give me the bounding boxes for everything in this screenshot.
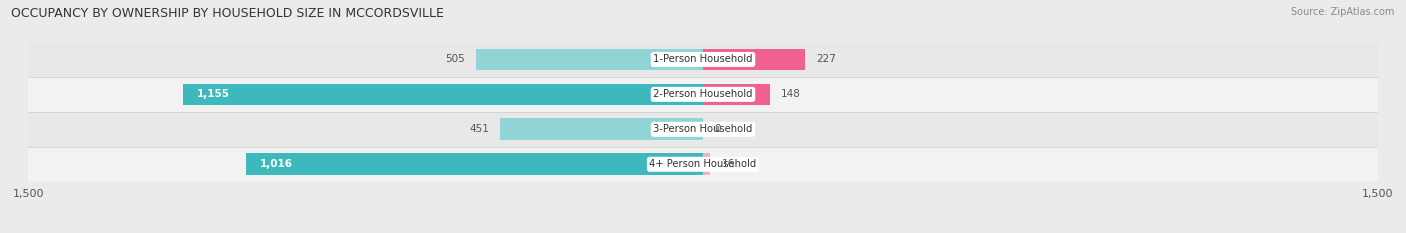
Text: OCCUPANCY BY OWNERSHIP BY HOUSEHOLD SIZE IN MCCORDSVILLE: OCCUPANCY BY OWNERSHIP BY HOUSEHOLD SIZE…: [11, 7, 444, 20]
Text: 3-Person Household: 3-Person Household: [654, 124, 752, 134]
Text: Source: ZipAtlas.com: Source: ZipAtlas.com: [1291, 7, 1395, 17]
Bar: [28, 77, 1378, 112]
Text: 4+ Person Household: 4+ Person Household: [650, 159, 756, 169]
Bar: [28, 112, 1378, 147]
Text: 1-Person Household: 1-Person Household: [654, 55, 752, 64]
Text: 1,155: 1,155: [197, 89, 229, 99]
Text: 2-Person Household: 2-Person Household: [654, 89, 752, 99]
Bar: [28, 42, 1378, 77]
Bar: [246, 154, 703, 175]
Bar: [183, 84, 703, 105]
Text: 1,016: 1,016: [259, 159, 292, 169]
Text: 451: 451: [470, 124, 489, 134]
Text: 505: 505: [444, 55, 464, 64]
Bar: [703, 154, 710, 175]
Bar: [28, 147, 1378, 182]
Bar: [501, 118, 703, 140]
Text: 227: 227: [817, 55, 837, 64]
Bar: [703, 49, 806, 70]
Text: 148: 148: [780, 89, 800, 99]
Text: 0: 0: [714, 124, 721, 134]
Bar: [475, 49, 703, 70]
Bar: [703, 84, 769, 105]
Text: 16: 16: [721, 159, 735, 169]
